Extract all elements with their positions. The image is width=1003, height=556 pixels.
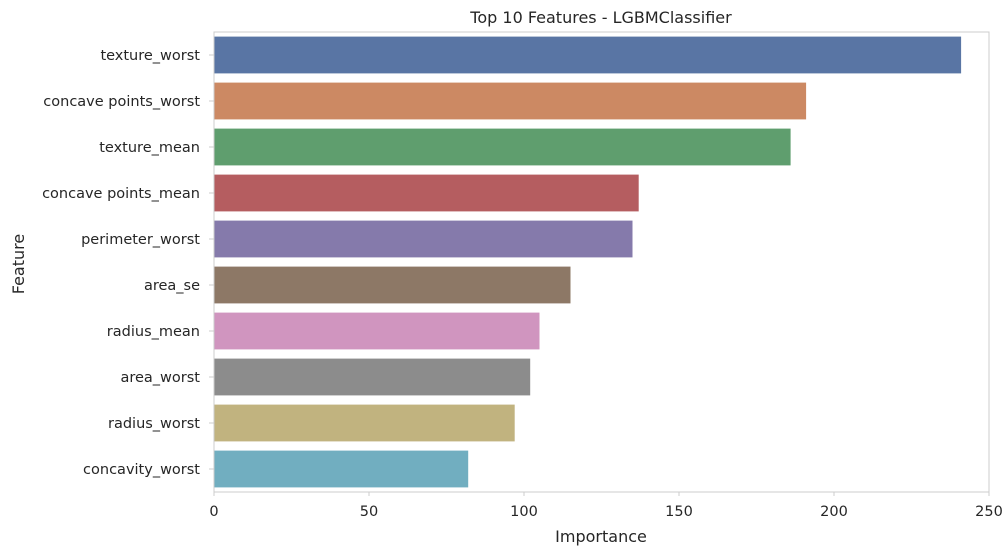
x-tick-label: 0 xyxy=(209,504,218,520)
y-tick-label: concavity_worst xyxy=(83,462,200,478)
y-tick-label: area_se xyxy=(144,278,200,294)
bar-radius-mean xyxy=(214,312,540,350)
x-axis-label: Importance xyxy=(555,527,647,546)
y-tick-label: radius_mean xyxy=(107,324,200,340)
bar-radius-worst xyxy=(214,404,515,442)
y-tick-label: area_worst xyxy=(120,370,200,386)
bars-group xyxy=(214,36,962,488)
y-tick-label: texture_worst xyxy=(100,48,200,64)
y-tick-label: texture_mean xyxy=(99,140,200,156)
bar-texture-mean xyxy=(214,128,791,166)
bar-concavity-worst xyxy=(214,450,469,488)
bar-area-worst xyxy=(214,358,531,396)
y-tick-label: perimeter_worst xyxy=(81,232,200,248)
x-tick-label: 200 xyxy=(820,504,848,520)
y-tick-label: radius_worst xyxy=(108,416,200,432)
x-tick-label: 250 xyxy=(975,504,1003,520)
y-tick-label: concave points_mean xyxy=(42,186,200,202)
y-tick-label: concave points_worst xyxy=(43,94,200,110)
bar-concave-points-mean xyxy=(214,174,639,212)
x-ticks: 0 50 100 150 200 250 xyxy=(209,492,1003,520)
x-tick-label: 150 xyxy=(665,504,693,520)
x-tick-label: 100 xyxy=(510,504,538,520)
bar-texture-worst xyxy=(214,36,962,74)
y-axis-label: Feature xyxy=(9,234,28,294)
bar-concave-points-worst xyxy=(214,82,807,120)
bar-area-se xyxy=(214,266,571,304)
bar-perimeter-worst xyxy=(214,220,633,258)
x-tick-label: 50 xyxy=(360,504,378,520)
chart-title: Top 10 Features - LGBMClassifier xyxy=(469,8,732,27)
plot-frame xyxy=(213,31,990,493)
